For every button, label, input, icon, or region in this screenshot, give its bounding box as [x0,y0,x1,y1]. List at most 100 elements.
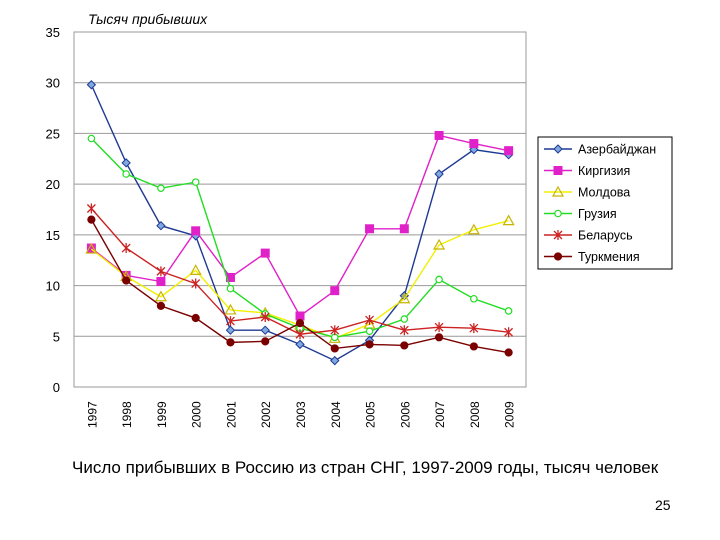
data-point [553,166,563,175]
data-point [261,337,270,346]
data-point [86,80,97,90]
legend-box [537,136,673,270]
legend-item: Азербайджан [544,143,656,157]
legend-label: Азербайджан [578,143,656,157]
data-point [191,313,200,323]
data-point [330,355,340,366]
data-point [156,266,166,277]
data-point [400,341,409,350]
y-tick-label: 15 [46,228,60,243]
data-point [156,221,166,231]
y-axis-ticks: 0 5 10 15 20 25 30 35 [46,25,60,395]
x-tick-label: 2006 [398,401,412,428]
data-point [504,146,514,156]
data-point [434,130,444,140]
data-point [226,316,235,327]
x-tick-label: 2003 [294,401,308,428]
x-tick-label: 1998 [120,401,134,428]
y-tick-label: 35 [46,25,60,40]
data-point [260,312,270,323]
data-point [469,139,479,149]
y-tick-label: 25 [46,126,60,141]
data-point [470,294,478,303]
x-tick-label: 2008 [468,401,482,428]
data-point [330,344,339,353]
legend-label: Беларусь [578,229,633,243]
legend-label: Грузия [578,207,617,221]
data-point [553,252,563,261]
legend-label: Молдова [578,186,630,200]
data-point [295,329,305,340]
data-point [87,215,96,224]
x-tick-label: 2009 [503,401,517,428]
data-point [156,277,166,287]
data-point [502,214,515,226]
data-point [191,178,200,186]
x-tick-label: 2005 [364,401,378,428]
data-point [365,315,374,326]
legend-item: Грузия [544,207,617,221]
data-point [435,275,443,284]
data-point [434,169,444,179]
series-4 [87,134,513,342]
y-tick-label: 5 [53,329,60,344]
data-point [365,224,375,234]
y-tick-label: 0 [53,380,60,395]
y-tick-label: 10 [46,279,60,294]
data-point [551,185,565,197]
data-point [398,292,411,304]
x-tick-label: 2007 [433,401,447,428]
legend-item: Туркмения [544,250,640,264]
data-point [433,238,446,250]
data-point [122,170,130,178]
x-tick-label: 1999 [155,401,169,428]
data-point [260,248,270,258]
series-5 [86,203,514,340]
series-6 [87,215,513,357]
x-tick-label: 1997 [85,401,99,428]
legend-label: Туркмения [578,250,640,264]
data-point [260,325,270,335]
legend-label: Киргизия [578,164,630,178]
data-point [295,311,305,321]
data-point [400,315,409,323]
data-point [504,307,513,315]
data-point [399,325,409,336]
data-point [295,339,305,350]
data-point [191,226,201,236]
x-tick-label: 2004 [329,401,343,428]
data-point [87,134,96,143]
data-point [553,230,563,240]
data-point [365,327,374,336]
data-point [399,224,409,234]
page-number: 25 [655,497,671,513]
y-axis-label: Тысяч прибывших [88,11,208,27]
data-point [553,144,563,154]
legend-item: Беларусь [544,229,633,243]
legend-item: Молдова [544,186,630,200]
x-axis-ticks: 1997 1998 1999 2000 2001 2002 2003 2004 2005 2006… [85,401,516,428]
x-tick-label: 2002 [259,401,273,428]
data-point [121,158,131,168]
legend-item: Киргизия [544,164,630,178]
series-layer [85,80,515,366]
y-tick-label: 30 [46,76,60,91]
data-point [469,323,479,334]
data-point [330,286,340,296]
data-point [365,340,374,349]
data-point [86,203,96,214]
data-point [434,322,444,333]
data-point [504,327,514,338]
data-point [85,242,98,254]
y-tick-label: 20 [46,177,60,192]
data-point [504,348,513,357]
data-point [189,264,202,275]
data-point [154,290,167,302]
data-point [122,276,131,285]
data-point [330,325,340,336]
data-point [225,325,236,335]
x-tick-label: 2001 [224,401,238,428]
series-2 [86,130,514,321]
data-point [226,338,235,347]
